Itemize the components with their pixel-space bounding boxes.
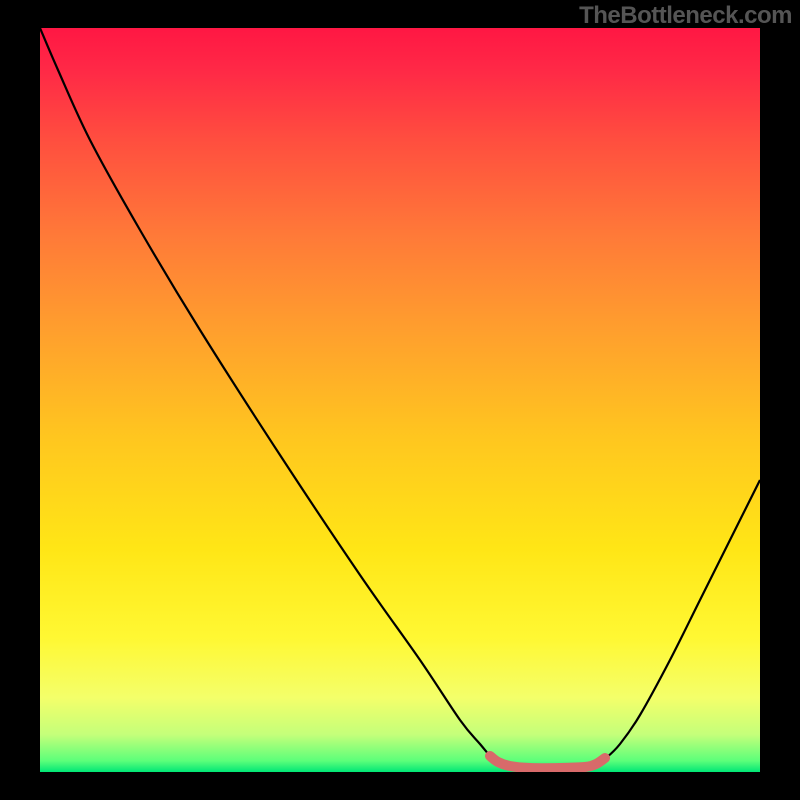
plot-bg-gradient	[40, 28, 760, 772]
watermark-label: TheBottleneck.com	[579, 2, 792, 30]
chart-container: TheBottleneck.com	[0, 0, 800, 800]
bottleneck-chart	[0, 0, 800, 800]
